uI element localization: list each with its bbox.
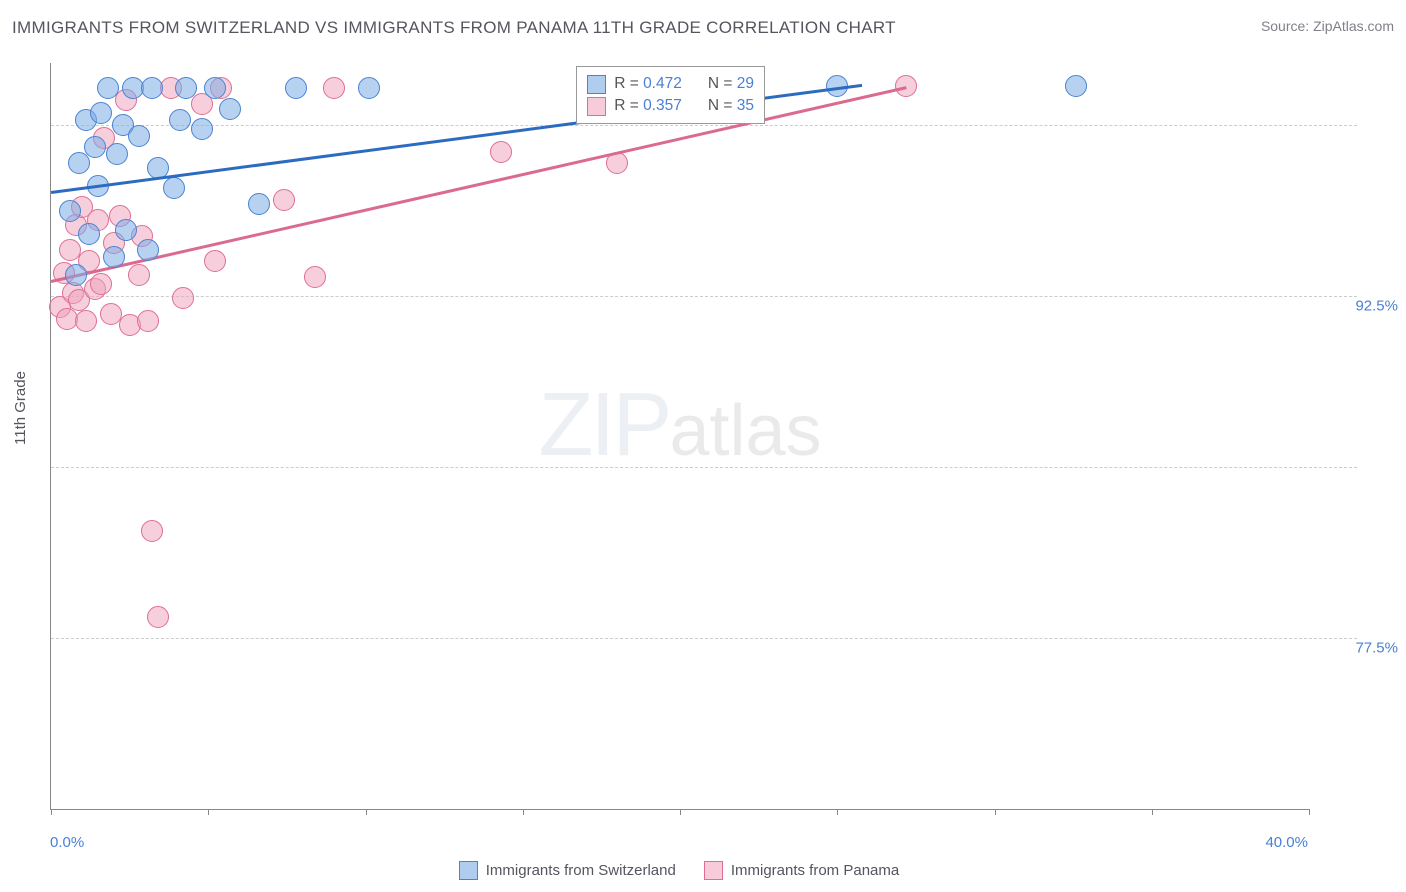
- stat-row-switzerland: R = 0.472 N = 29: [587, 73, 754, 95]
- x-tick-mark: [51, 809, 52, 815]
- correlation-stat-box: R = 0.472 N = 29 R = 0.357 N = 35: [576, 66, 765, 124]
- data-point-panama: [141, 520, 163, 542]
- data-point-panama: [90, 273, 112, 295]
- gridline: [51, 125, 1357, 126]
- data-point-panama: [323, 77, 345, 99]
- legend-item-switzerland: Immigrants from Switzerland: [459, 861, 676, 880]
- data-point-switzerland: [90, 102, 112, 124]
- gridline: [51, 638, 1357, 639]
- data-point-panama: [490, 141, 512, 163]
- data-point-switzerland: [219, 98, 241, 120]
- data-point-panama: [137, 310, 159, 332]
- y-tick-label: 92.5%: [1355, 297, 1398, 314]
- source-label: Source: ZipAtlas.com: [1261, 18, 1394, 34]
- x-tick-mark: [208, 809, 209, 815]
- data-point-switzerland: [78, 223, 100, 245]
- data-point-panama: [895, 75, 917, 97]
- data-point-panama: [304, 266, 326, 288]
- data-point-switzerland: [106, 143, 128, 165]
- data-point-panama: [128, 264, 150, 286]
- data-point-switzerland: [115, 219, 137, 241]
- data-point-switzerland: [358, 77, 380, 99]
- stat-n-label: N = 35: [708, 95, 754, 117]
- data-point-switzerland: [97, 77, 119, 99]
- x-tick-label: 0.0%: [50, 834, 84, 851]
- stat-n-label: N = 29: [708, 73, 754, 95]
- stat-swatch-switzerland: [587, 75, 606, 94]
- x-tick-mark: [523, 809, 524, 815]
- x-tick-mark: [995, 809, 996, 815]
- x-axis-labels: 0.0% 40.0%: [50, 820, 1308, 850]
- data-point-panama: [172, 287, 194, 309]
- data-point-switzerland: [1065, 75, 1087, 97]
- legend-label-panama: Immigrants from Panama: [731, 862, 899, 879]
- x-tick-mark: [837, 809, 838, 815]
- x-tick-mark: [366, 809, 367, 815]
- y-tick-label: 77.5%: [1355, 639, 1398, 656]
- stat-r-label: R = 0.472: [614, 73, 682, 95]
- x-tick-mark: [680, 809, 681, 815]
- stat-r-label: R = 0.357: [614, 95, 682, 117]
- data-point-switzerland: [103, 246, 125, 268]
- data-point-switzerland: [175, 77, 197, 99]
- gridline: [51, 467, 1357, 468]
- legend-swatch-blue: [459, 861, 478, 880]
- legend-item-panama: Immigrants from Panama: [704, 861, 899, 880]
- data-point-switzerland: [204, 77, 226, 99]
- x-tick-mark: [1309, 809, 1310, 815]
- data-point-panama: [147, 606, 169, 628]
- legend: Immigrants from Switzerland Immigrants f…: [50, 861, 1308, 880]
- data-point-panama: [204, 250, 226, 272]
- data-point-switzerland: [248, 193, 270, 215]
- data-point-panama: [273, 189, 295, 211]
- data-point-switzerland: [128, 125, 150, 147]
- legend-swatch-pink: [704, 861, 723, 880]
- data-point-switzerland: [163, 177, 185, 199]
- x-tick-mark: [1152, 809, 1153, 815]
- x-tick-label: 40.0%: [1265, 834, 1308, 851]
- data-point-switzerland: [84, 136, 106, 158]
- data-point-switzerland: [285, 77, 307, 99]
- chart-title: IMMIGRANTS FROM SWITZERLAND VS IMMIGRANT…: [12, 18, 896, 38]
- y-axis-label: 11th Grade: [12, 371, 29, 445]
- data-point-switzerland: [191, 118, 213, 140]
- legend-label-switzerland: Immigrants from Switzerland: [486, 862, 676, 879]
- data-point-switzerland: [59, 200, 81, 222]
- data-point-panama: [75, 310, 97, 332]
- stat-row-panama: R = 0.357 N = 35: [587, 95, 754, 117]
- stat-swatch-panama: [587, 97, 606, 116]
- data-point-switzerland: [137, 239, 159, 261]
- chart-plot-area: ZIPatlas R = 0.472N = 29R = 0.357N = 35: [50, 63, 1309, 810]
- data-point-switzerland: [141, 77, 163, 99]
- data-point-switzerland: [169, 109, 191, 131]
- gridline: [51, 296, 1357, 297]
- data-point-switzerland: [65, 264, 87, 286]
